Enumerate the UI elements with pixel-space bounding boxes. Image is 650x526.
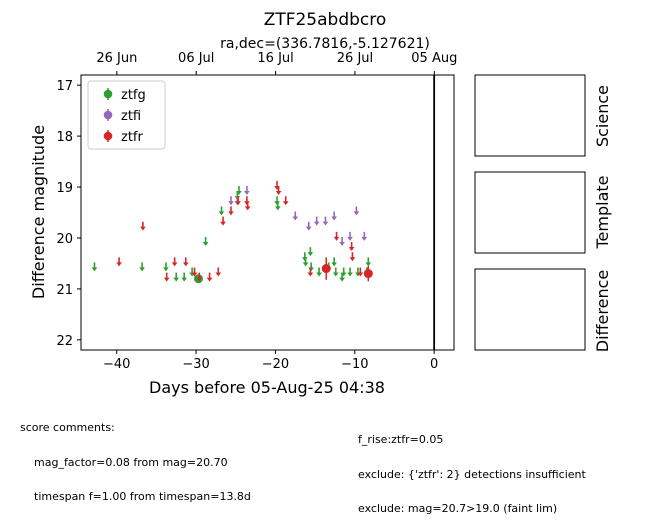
ztfr-upper-limit-point [171, 262, 178, 267]
y-tick-label: 19 [56, 181, 73, 196]
chart-marks [91, 75, 436, 350]
y-tick-label: 21 [56, 283, 73, 298]
score-left-line: timespan f=1.00 from timespan=13.8d [34, 490, 251, 503]
ztfi-upper-limit-point [292, 216, 299, 221]
template-panel [474, 171, 586, 254]
ztfr-upper-limit-point [275, 191, 282, 196]
ztfr-upper-limit-point [215, 272, 222, 277]
ztfi-upper-limit-point [313, 221, 320, 226]
ztfg-upper-limit-point [347, 272, 353, 277]
ztfi-upper-limit-point [353, 211, 360, 216]
top-tick-label: 26 Jun [96, 51, 137, 66]
ztfr-upper-limit-point [206, 277, 213, 282]
ztfg-upper-limit-point [173, 277, 180, 282]
x-tick-label: −40 [103, 357, 130, 372]
ztfi-upper-limit-point [361, 236, 368, 241]
ztfr-upper-limit-point [191, 272, 198, 277]
legend-marker [103, 89, 113, 99]
score-comments-left: score comments: mag_factor=0.08 from mag… [20, 399, 251, 514]
chart-subtitle: ra,dec=(336.7816,-5.127621) [220, 36, 430, 52]
top-tick-label: 26 Jul [337, 51, 373, 66]
ztfi-upper-limit-point [228, 201, 234, 206]
ztfi-upper-limit-point [322, 221, 329, 226]
legend: ztfg ztfi ztfr [87, 80, 166, 150]
y-tick-label: 17 [56, 79, 73, 94]
x-tick-label: 0 [430, 357, 438, 372]
ztfr-upper-limit-point [163, 277, 170, 282]
legend-label: ztfr [121, 130, 143, 145]
difference-panel [474, 268, 586, 351]
ztfr-upper-limit-point [348, 247, 355, 252]
x-tick-label: −10 [341, 357, 368, 372]
top-tick-label: 06 Jul [178, 51, 214, 66]
top-tick-label: 05 Aug [411, 51, 457, 66]
ztfg-upper-limit-point [181, 277, 187, 282]
y-tick-label: 20 [56, 232, 73, 247]
top-tick-label: 16 Jul [257, 51, 293, 66]
ztfr-upper-limit-point [349, 257, 356, 262]
ztfr-upper-limit-point [140, 226, 146, 231]
ztfg-upper-limit-point [275, 206, 281, 211]
legend-label: ztfi [121, 109, 141, 124]
ztfg-upper-limit-point [365, 262, 372, 267]
score-right-line: exclude: mag=20.7>19.0 (faint lim) [358, 502, 558, 515]
figure: ZTF25abdbcro ra,dec=(336.7816,-5.127621)… [29, 10, 612, 397]
ztfg-upper-limit-point [340, 272, 347, 277]
ztfr-detection-point [363, 269, 373, 279]
ztfr-upper-limit-point [228, 211, 234, 216]
difference-label: Difference [593, 270, 612, 352]
ztfr-upper-limit-point [244, 206, 251, 211]
ztfr-upper-limit-point [182, 262, 189, 267]
ztfr-upper-limit-point [357, 272, 364, 277]
ztfr-upper-limit-point [235, 201, 241, 206]
ztfg-upper-limit-point [307, 252, 314, 257]
ztfr-upper-limit-point [307, 272, 314, 277]
ztfg-upper-limit-point [316, 272, 322, 277]
score-heading: score comments: [20, 421, 115, 434]
score-right-line: f_rise:ztfr=0.05 [358, 433, 444, 446]
ztfg-upper-limit-point [302, 262, 309, 267]
ztfg-upper-limit-point [202, 241, 209, 246]
score-comments-right: f_rise:ztfr=0.05 exclude: {'ztfr': 2} de… [358, 411, 586, 526]
template-label: Template [593, 175, 612, 249]
score-left-line: mag_factor=0.08 from mag=20.70 [34, 455, 228, 469]
x-axis-label: Days before 05-Aug-25 04:38 [149, 378, 385, 397]
ztfg-upper-limit-point [163, 267, 169, 272]
legend-marker [103, 131, 113, 141]
science-label: Science [593, 85, 612, 147]
plot-area: −40 −30 −20 −10 0 17 18 19 20 21 22 26 Jun 06 Jul 16 … [56, 51, 457, 372]
y-tick-label: 18 [56, 130, 73, 145]
x-tick-label: −30 [182, 357, 209, 372]
ztfr-upper-limit-point [196, 277, 203, 282]
ztfi-upper-limit-point [347, 236, 353, 241]
ztfg-upper-limit-point [139, 267, 145, 272]
ztfg-upper-limit-point [332, 272, 339, 277]
ztfr-detection-point [321, 264, 331, 274]
ztfi-upper-limit-point [244, 191, 250, 196]
ztfi-upper-limit-point [305, 226, 312, 231]
score-right-line: exclude: {'ztfr': 2} detections insuffic… [358, 467, 586, 481]
ztfg-upper-limit-point [236, 191, 242, 196]
ztfr-upper-limit-point [333, 236, 340, 241]
ztfi-upper-limit-point [339, 241, 345, 246]
science-panel [474, 74, 586, 157]
ztfg-upper-limit-point [91, 267, 98, 272]
ztfr-upper-limit-point [282, 201, 289, 206]
chart-title: ZTF25abdbcro [264, 10, 387, 30]
x-tick-label: −20 [262, 357, 289, 372]
legend-marker [103, 110, 113, 120]
ztfr-upper-limit-point [220, 221, 226, 226]
ztfg-upper-limit-point [331, 262, 337, 267]
axes: −40 −30 −20 −10 0 17 18 19 20 21 22 26 Jun 06 Jul 16 … [56, 51, 457, 372]
ztfr-upper-limit-point [116, 262, 122, 267]
y-tick-label: 22 [56, 334, 73, 349]
legend-label: ztfg [121, 88, 146, 103]
y-axis-label: Difference magnitude [29, 125, 48, 299]
ztfi-upper-limit-point [331, 216, 337, 221]
ztfg-upper-limit-point [339, 277, 345, 282]
ztfg-upper-limit-point [218, 211, 225, 216]
